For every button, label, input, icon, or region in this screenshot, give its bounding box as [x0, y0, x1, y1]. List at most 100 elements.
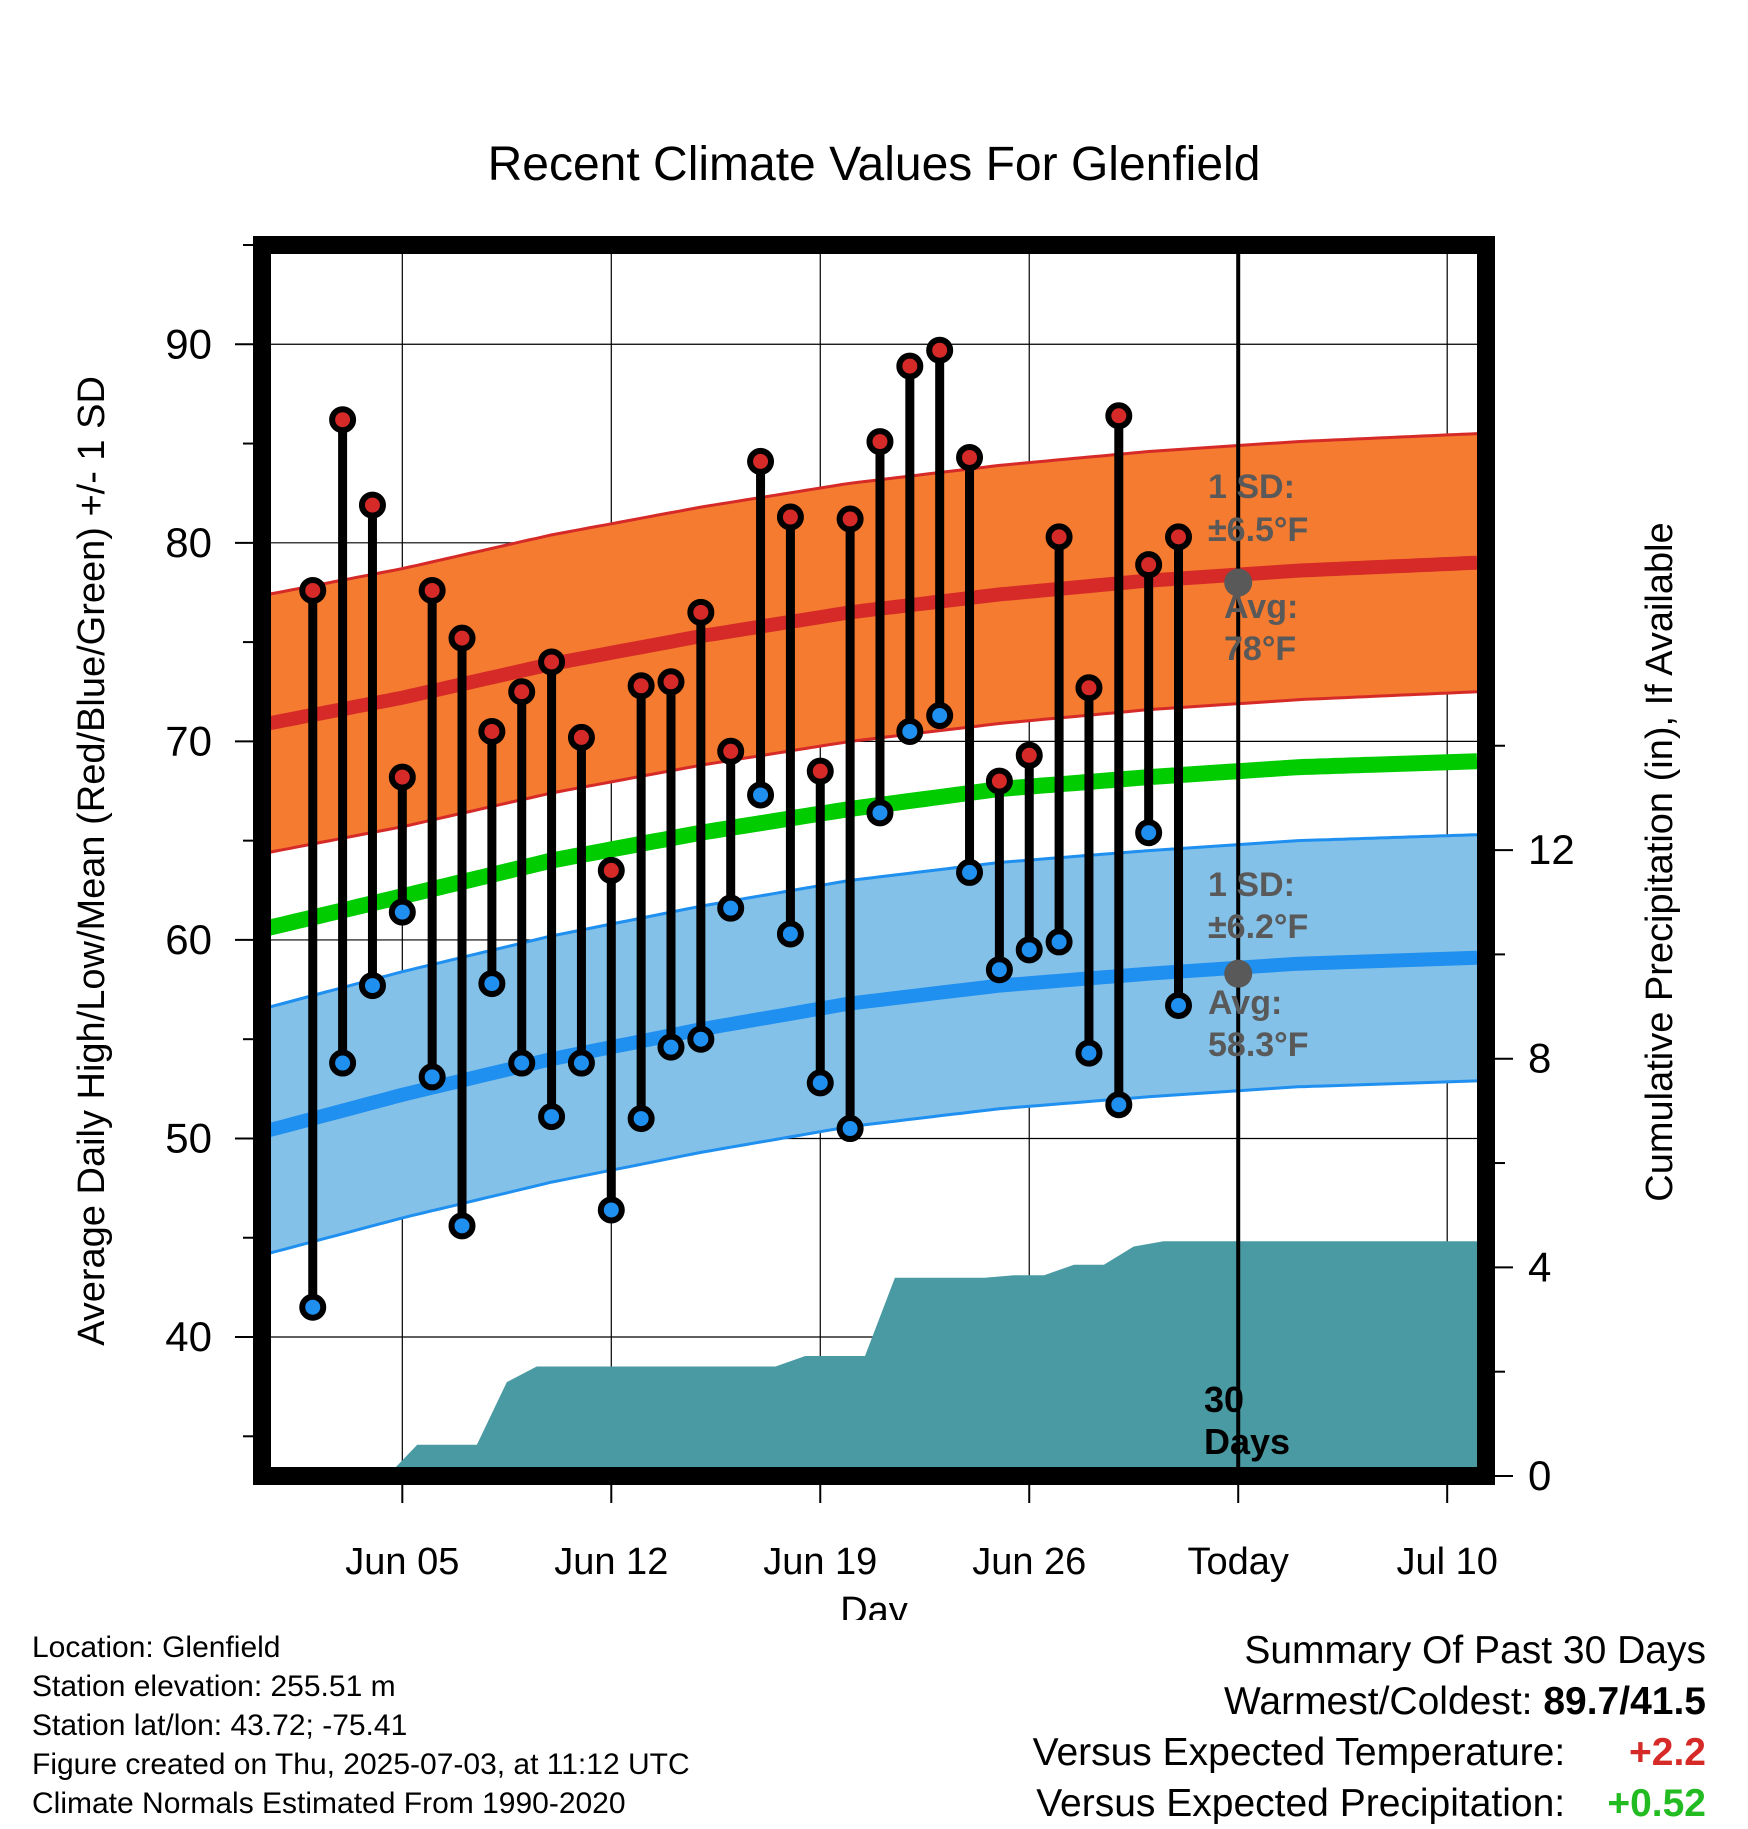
today-avg-marker — [1224, 959, 1253, 988]
location-text: Location: Glenfield — [32, 1631, 281, 1664]
daily-high-point — [1015, 741, 1043, 769]
y-tick-label-left: 40 — [165, 1313, 212, 1360]
daily-low-point — [567, 1049, 595, 1077]
climate-chart: Recent Climate Values For Glenfield 1 SD… — [71, 138, 1681, 1620]
high-sd-label: 1 SD: — [1208, 468, 1295, 506]
daily-low-point — [1045, 928, 1073, 956]
precip-area — [387, 1241, 1477, 1476]
y-axis-label-left: Average Daily High/Low/Mean (Red/Blue/Gr… — [71, 376, 113, 1346]
chart-title: Recent Climate Values For Glenfield — [488, 138, 1261, 191]
low-sd-label: 1 SD: — [1208, 866, 1295, 904]
high-avg-value: 78°F — [1224, 630, 1296, 668]
daily-high-point — [567, 723, 595, 751]
x-axis-label: Day — [840, 1590, 908, 1620]
warm-cold-value: 89.7/41.5 — [1543, 1680, 1706, 1723]
summary-temp-row: Versus Expected Temperature: +2.2 — [1033, 1727, 1706, 1778]
summary-warm-cold-row: Warmest/Coldest: 89.7/41.5 — [1033, 1676, 1706, 1727]
y-tick-label-left: 50 — [165, 1114, 212, 1161]
daily-low-point — [538, 1103, 566, 1131]
daily-high-point — [776, 503, 804, 531]
low-sd-value: ±6.2°F — [1208, 908, 1308, 946]
y-tick-label-right: 0 — [1528, 1452, 1551, 1499]
daily-high-point — [538, 648, 566, 676]
daily-low-point — [1015, 936, 1043, 964]
today-days-label: Days — [1204, 1421, 1290, 1462]
daily-low-point — [717, 894, 745, 922]
daily-high-point — [627, 672, 655, 700]
x-tick-label: Today — [1188, 1541, 1289, 1583]
elevation-text: Station elevation: 255.51 m — [32, 1670, 396, 1703]
y-axis-label-right: Cumulative Precipitation (in), If Availa… — [1639, 522, 1681, 1201]
daily-low-point — [657, 1033, 685, 1061]
station-info: Location: Glenfield Station elevation: 2… — [32, 1628, 690, 1823]
daily-low-point — [478, 970, 506, 998]
low-sd-upper-edge — [267, 833, 1478, 1009]
daily-high-point — [657, 668, 685, 696]
summary-panel: Summary Of Past 30 Days Warmest/Coldest:… — [1033, 1625, 1706, 1829]
plot-frame — [253, 236, 1495, 1485]
y-tick-label-right: 12 — [1528, 826, 1575, 873]
daily-high-point — [597, 856, 625, 884]
daily-low-point — [329, 1049, 357, 1077]
created-text: Figure created on Thu, 2025-07-03, at 11… — [32, 1748, 690, 1781]
temp-value: +2.2 — [1629, 1731, 1706, 1774]
daily-high-point — [388, 763, 416, 791]
plot-area: 1 SD: ±6.5°F Avg: 78°F 1 SD: ±6.2°F Avg: 58.3°F… — [165, 236, 1575, 1583]
x-tick-label: Jun 12 — [554, 1541, 668, 1583]
daily-high-point — [985, 767, 1013, 795]
daily-low-point — [358, 972, 386, 1000]
daily-high-point — [1045, 523, 1073, 551]
daily-high-point — [329, 406, 357, 434]
daily-low-point — [896, 717, 924, 745]
normal-high-line — [266, 555, 1478, 731]
daily-high-point — [1075, 674, 1103, 702]
summary-precip-row: Versus Expected Precipitation: +0.52 — [1033, 1778, 1706, 1829]
daily-high-point — [1165, 523, 1193, 551]
normal-low-line — [266, 950, 1478, 1138]
y-tick-label-left: 60 — [165, 916, 212, 963]
daily-low-point — [866, 799, 894, 827]
daily-low-point — [1165, 991, 1193, 1019]
summary-title: Summary Of Past 30 Days — [1244, 1629, 1706, 1672]
y-tick-label-left: 90 — [165, 320, 212, 367]
high-sd-lower-edge — [267, 690, 1478, 855]
low-avg-value: 58.3°F — [1208, 1026, 1309, 1064]
daily-low-point — [508, 1049, 536, 1077]
daily-low-point — [1075, 1039, 1103, 1067]
daily-high-point — [448, 624, 476, 652]
daily-high-point — [896, 352, 924, 380]
daily-low-point — [418, 1063, 446, 1091]
daily-low-point — [985, 956, 1013, 984]
daily-low-point — [1135, 819, 1163, 847]
normals-text: Climate Normals Estimated From 1990-2020 — [32, 1787, 626, 1820]
daily-low-point — [1105, 1091, 1133, 1119]
low-sd-lower-edge — [267, 1079, 1478, 1256]
today-days-count: 30 — [1204, 1379, 1244, 1420]
daily-low-point — [299, 1293, 327, 1321]
high-avg-label: Avg: — [1224, 588, 1298, 626]
y-tick-label-right: 4 — [1528, 1243, 1551, 1290]
y-tick-label-left: 80 — [165, 519, 212, 566]
daily-low-point — [806, 1069, 834, 1097]
daily-low-point — [627, 1105, 655, 1133]
daily-high-point — [836, 505, 864, 533]
x-tick-label: Jun 05 — [345, 1541, 459, 1583]
low-avg-label: Avg: — [1208, 984, 1282, 1022]
daily-low-point — [388, 898, 416, 926]
high-sd-upper-edge — [267, 432, 1478, 596]
today-avg-marker — [1224, 568, 1253, 597]
daily-high-point — [508, 678, 536, 706]
daily-high-point — [299, 576, 327, 604]
x-tick-label: Jun 19 — [763, 1541, 877, 1583]
daily-high-point — [717, 737, 745, 765]
daily-high-point — [418, 576, 446, 604]
y-tick-label-left: 70 — [165, 717, 212, 764]
temp-label: Versus Expected Temperature: — [1032, 1731, 1566, 1774]
daily-high-point — [926, 336, 954, 364]
daily-high-point — [1105, 402, 1133, 430]
daily-low-point — [747, 781, 775, 809]
x-tick-label: Jun 26 — [972, 1541, 1086, 1583]
warm-cold-label: Warmest/Coldest: — [1224, 1680, 1533, 1723]
daily-low-point — [448, 1212, 476, 1240]
precip-value: +0.52 — [1607, 1782, 1706, 1825]
